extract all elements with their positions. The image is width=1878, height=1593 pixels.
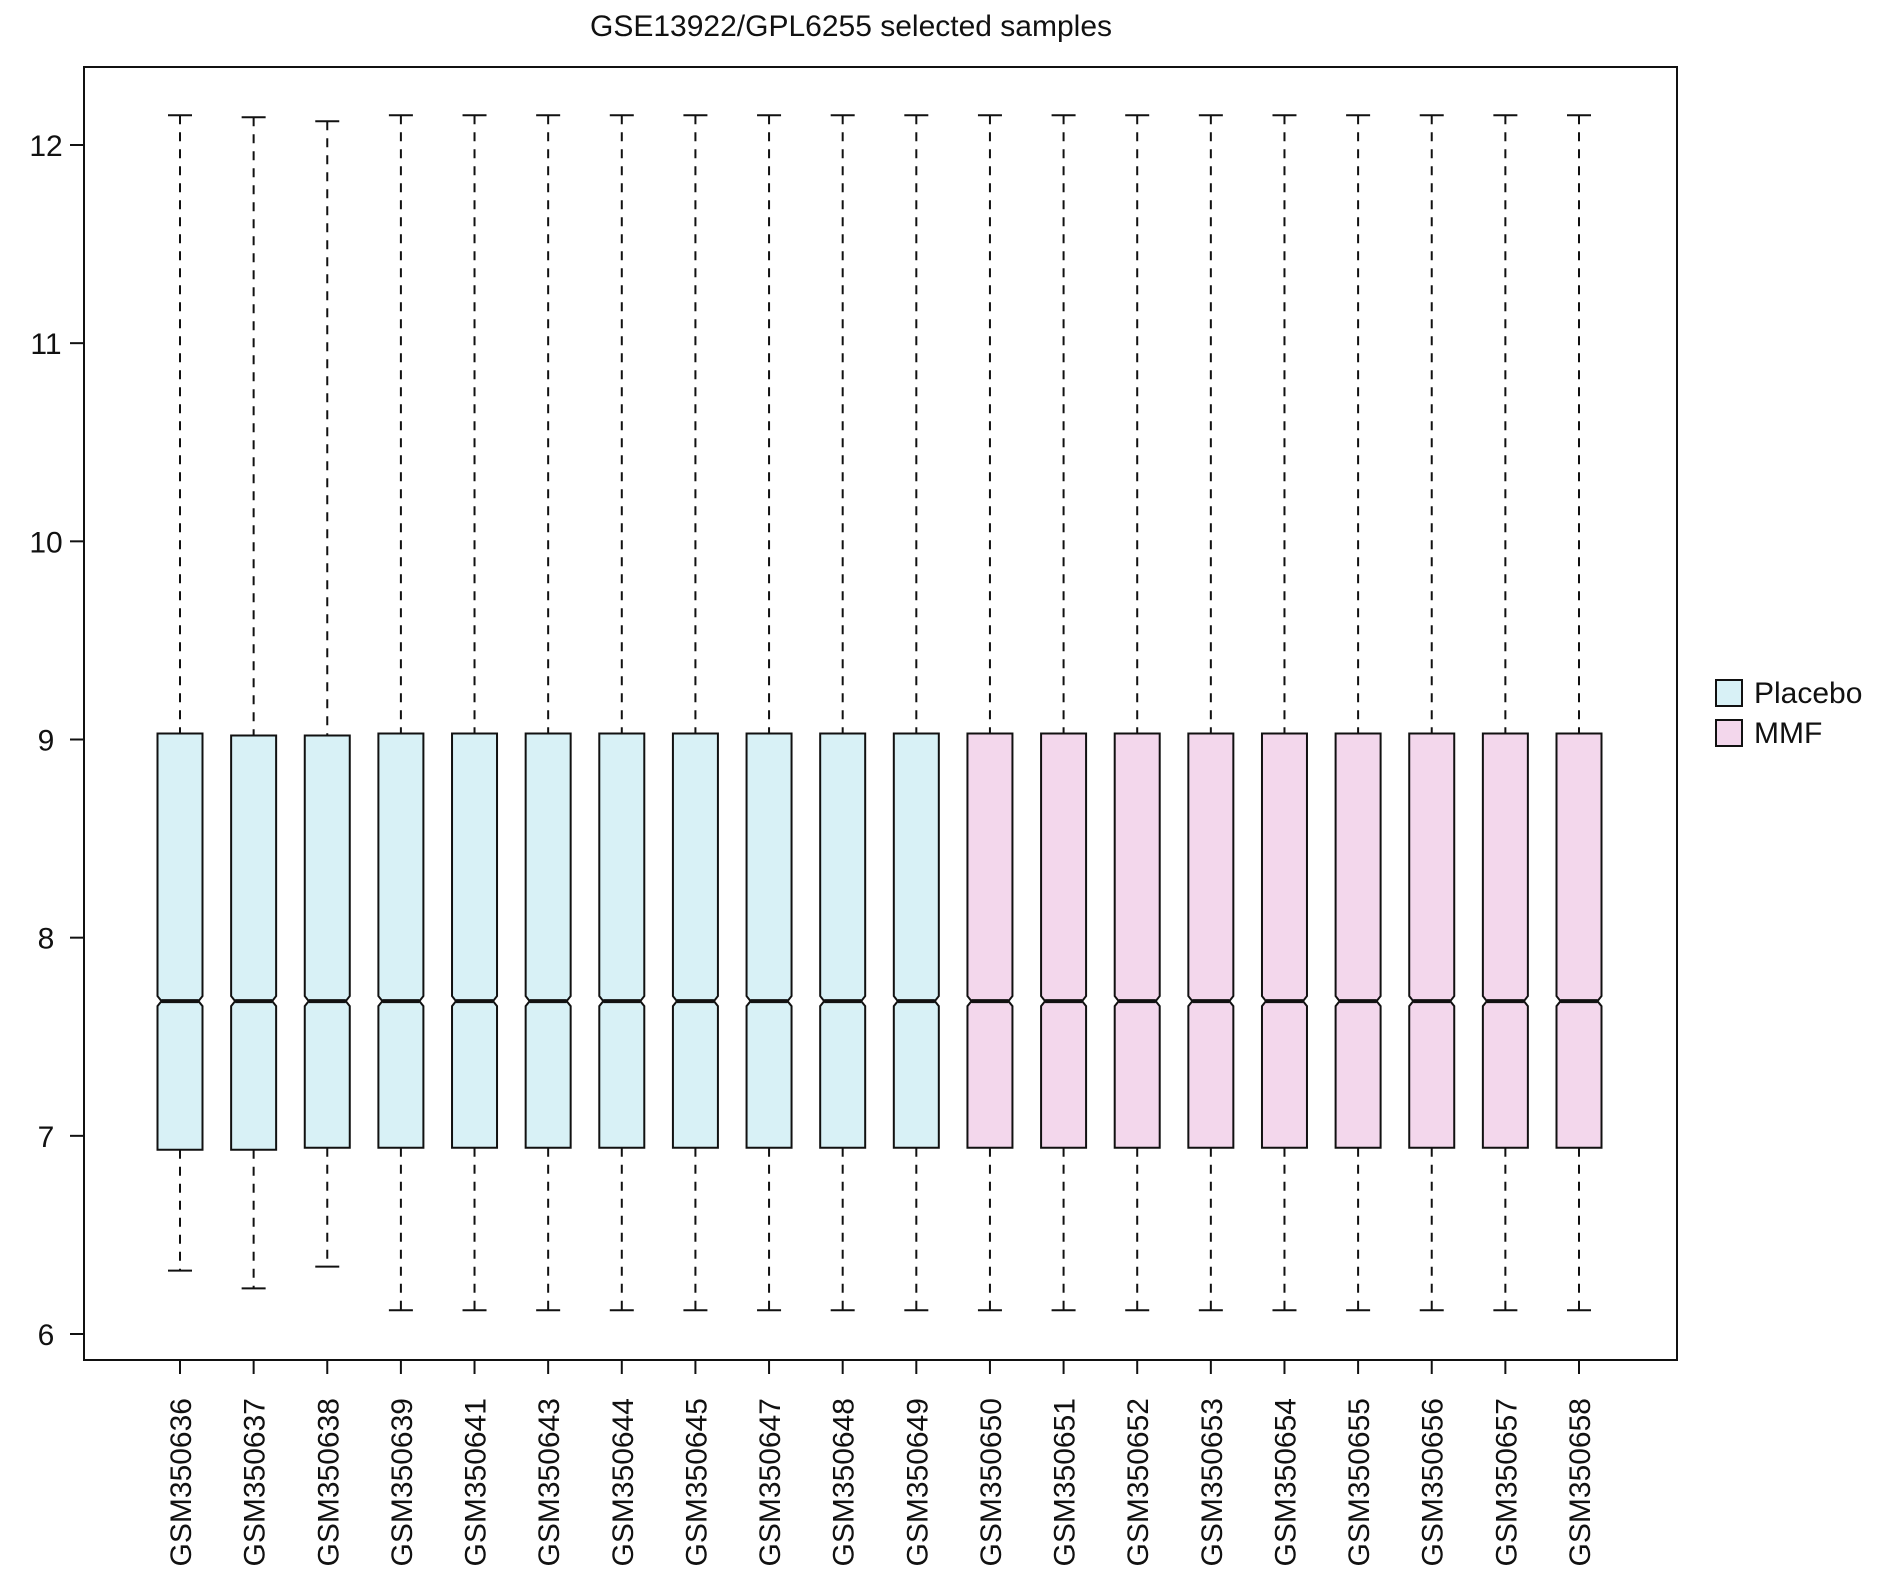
box-body [671, 732, 719, 1149]
box-body [598, 732, 646, 1149]
legend-label: MMF [1754, 717, 1822, 750]
x-tick-label: GSM350637 [239, 1398, 272, 1566]
box-GSM350645 [671, 114, 719, 1312]
x-tick-label: GSM350650 [975, 1398, 1008, 1566]
x-tick-label: GSM350652 [1122, 1398, 1155, 1566]
box-GSM350656 [1408, 114, 1456, 1312]
plot-frame [83, 66, 1678, 1361]
box-GSM350657 [1481, 114, 1529, 1312]
chart-title: GSE13922/GPL6255 selected samples [590, 10, 1112, 43]
box-body [156, 732, 204, 1151]
box-GSM350639 [377, 114, 425, 1312]
legend-item-placebo: Placebo [1715, 677, 1862, 710]
x-tick-label: GSM350645 [680, 1398, 713, 1566]
x-tick-label: GSM350641 [460, 1398, 493, 1566]
x-tick-label: GSM350656 [1417, 1398, 1450, 1566]
legend-label: Placebo [1754, 677, 1862, 710]
box-body [1555, 732, 1603, 1149]
box-series [156, 114, 1603, 1312]
x-tick-label: GSM350636 [165, 1398, 198, 1566]
box-GSM350643 [524, 114, 572, 1312]
box-GSM350636 [156, 114, 204, 1272]
box-GSM350644 [598, 114, 646, 1312]
box-body [819, 732, 867, 1149]
x-tick-label: GSM350644 [607, 1398, 640, 1566]
box-body [1481, 732, 1529, 1149]
x-tick-label: GSM350639 [386, 1398, 419, 1566]
x-axis: GSM350636 GSM350637 GSM350638 GSM350639 GSM3… [165, 1360, 1597, 1566]
x-tick-label: GSM350655 [1343, 1398, 1376, 1566]
box-GSM350638 [303, 120, 351, 1268]
x-tick-label: GSM350654 [1269, 1398, 1302, 1566]
x-tick-label: GSM350649 [901, 1398, 934, 1566]
y-tick-label: 12 [29, 130, 62, 163]
box-body [892, 732, 940, 1149]
box-body [1260, 732, 1308, 1149]
legend-swatch [1715, 719, 1743, 747]
box-GSM350652 [1113, 114, 1161, 1312]
y-tick-label: 11 [30, 328, 61, 361]
box-GSM350648 [819, 114, 867, 1312]
box-body [1334, 732, 1382, 1149]
box-GSM350654 [1260, 114, 1308, 1312]
box-body [1408, 732, 1456, 1149]
y-tick-label: 8 [38, 923, 55, 956]
y-tick-label: 10 [29, 526, 62, 559]
box-body [230, 734, 278, 1151]
legend-item-mmf: MMF [1715, 717, 1822, 750]
legend: Placebo MMF [1715, 677, 1862, 750]
box-body [1113, 732, 1161, 1149]
x-tick-label: GSM350643 [533, 1398, 566, 1566]
box-GSM350655 [1334, 114, 1382, 1312]
x-tick-label: GSM350657 [1490, 1398, 1523, 1566]
box-GSM350658 [1555, 114, 1603, 1312]
box-GSM350647 [745, 114, 793, 1312]
x-tick-label: GSM350638 [312, 1398, 345, 1566]
x-tick-label: GSM350647 [754, 1398, 787, 1566]
box-GSM350650 [966, 114, 1014, 1312]
y-tick-label: 7 [38, 1121, 55, 1154]
x-tick-label: GSM350648 [828, 1398, 861, 1566]
box-GSM350637 [230, 116, 278, 1290]
y-axis: 6 7 8 9 10 11 12 [29, 130, 84, 1352]
box-GSM350649 [892, 114, 940, 1312]
x-tick-label: GSM350653 [1196, 1398, 1229, 1566]
legend-swatch [1715, 679, 1743, 707]
x-tick-label: GSM350658 [1564, 1398, 1597, 1566]
box-body [1187, 732, 1235, 1149]
box-GSM350641 [451, 114, 499, 1312]
box-body [966, 732, 1014, 1149]
box-GSM350651 [1040, 114, 1088, 1312]
box-body [524, 732, 572, 1149]
box-body [745, 732, 793, 1149]
x-tick-label: GSM350651 [1049, 1398, 1082, 1566]
box-body [1040, 732, 1088, 1149]
box-body [451, 732, 499, 1149]
box-body [377, 732, 425, 1149]
box-GSM350653 [1187, 114, 1235, 1312]
y-tick-label: 9 [38, 725, 55, 758]
y-tick-label: 6 [38, 1319, 55, 1352]
box-body [303, 734, 351, 1149]
